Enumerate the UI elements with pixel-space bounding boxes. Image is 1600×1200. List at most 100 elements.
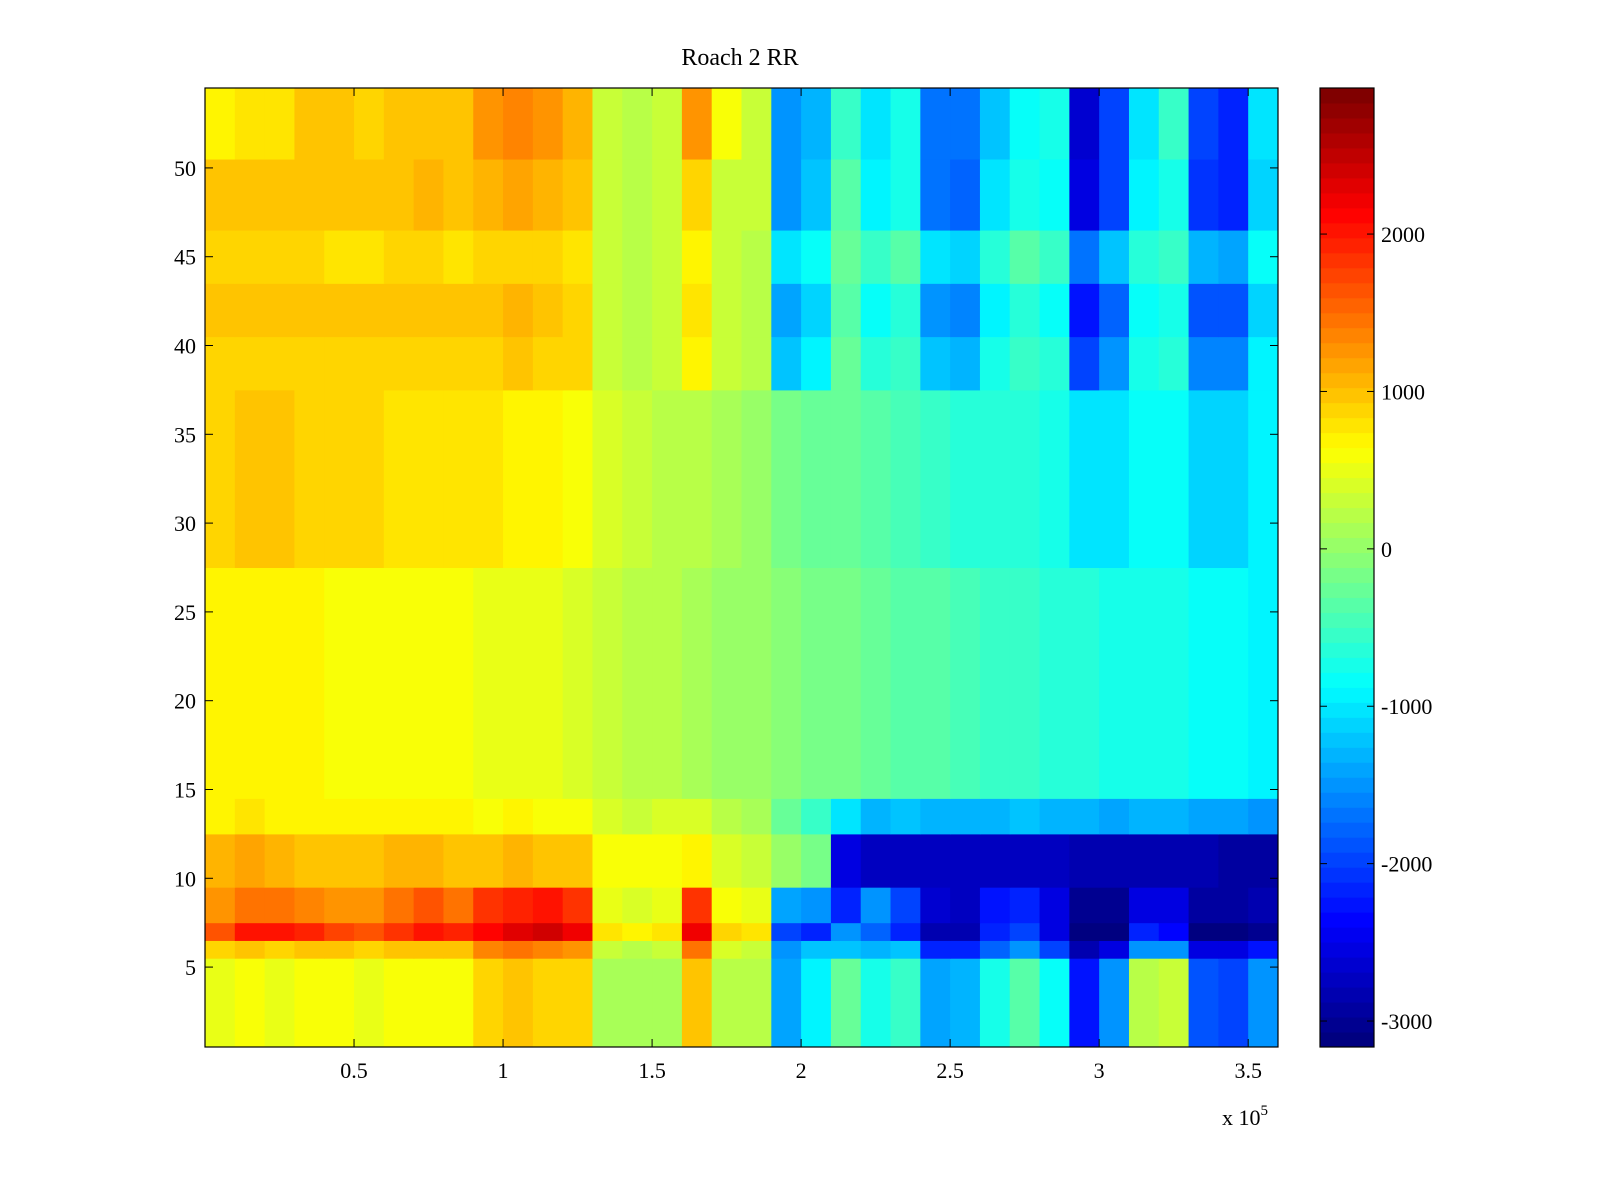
heatmap-cell — [443, 389, 474, 568]
heatmap-cell — [592, 283, 623, 338]
heatmap-cell — [860, 958, 892, 1048]
chart-title: Roach 2 RR — [681, 45, 798, 71]
heatmap-cell — [473, 887, 504, 924]
heatmap-cell — [532, 567, 564, 799]
heatmap-cell — [354, 336, 385, 391]
heatmap-cell — [324, 798, 355, 835]
heatmap-cell — [234, 833, 266, 888]
heatmap-cell — [473, 336, 504, 391]
heatmap-cell — [890, 922, 921, 941]
heatmap-cell — [979, 283, 1011, 338]
colorbar-step — [1320, 597, 1374, 613]
heatmap-cell — [771, 940, 802, 959]
heatmap-cell — [503, 88, 534, 160]
heatmap-cell — [1158, 230, 1190, 284]
heatmap-cell — [443, 88, 474, 160]
heatmap-cell — [413, 159, 444, 231]
heatmap-cell — [473, 567, 504, 799]
colorbar-step — [1320, 762, 1374, 778]
heatmap-cell — [652, 922, 683, 941]
heatmap-cell — [383, 283, 415, 338]
heatmap-cell — [622, 230, 653, 284]
heatmap-cell — [592, 940, 623, 959]
colorbar-step — [1320, 657, 1374, 673]
heatmap-cell — [1099, 88, 1130, 160]
colorbar-step — [1320, 567, 1374, 583]
colorbar-step — [1320, 1017, 1374, 1033]
heatmap-cell — [1069, 958, 1100, 1048]
colorbar-step — [1320, 312, 1374, 329]
heatmap-cell — [413, 798, 444, 835]
heatmap-cell — [1039, 798, 1070, 835]
heatmap-cell — [234, 940, 266, 959]
heatmap-cell — [234, 230, 266, 284]
heatmap-cell — [264, 887, 295, 924]
heatmap-cell — [681, 833, 713, 888]
heatmap-cell — [1099, 958, 1130, 1048]
heatmap-cell — [681, 887, 713, 924]
heatmap-cell — [324, 958, 355, 1048]
heatmap-cell — [652, 567, 683, 799]
colorbar-tick-label: 1000 — [1381, 379, 1425, 404]
heatmap-cell — [592, 159, 623, 231]
colorbar-step — [1320, 357, 1374, 374]
heatmap-cell — [741, 230, 772, 284]
heatmap-cell — [562, 88, 593, 160]
heatmap-cell — [1248, 283, 1279, 338]
heatmap-cell — [711, 336, 742, 391]
colorbar-step — [1320, 882, 1374, 898]
colorbar-step — [1320, 612, 1374, 628]
y-tick-label: 5 — [185, 955, 196, 980]
heatmap-cell — [1039, 159, 1070, 231]
heatmap-cell — [503, 230, 534, 284]
heatmap-cell — [741, 88, 772, 160]
heatmap-cell — [443, 833, 474, 888]
heatmap-cell — [711, 389, 742, 568]
heatmap-cell — [473, 230, 504, 284]
heatmap-cell — [294, 833, 325, 888]
colorbar-step — [1320, 327, 1374, 344]
heatmap-cell — [1128, 88, 1160, 160]
heatmap-cell — [1069, 567, 1100, 799]
heatmap-cell — [1128, 798, 1160, 835]
heatmap-cell — [950, 389, 981, 568]
heatmap-cell — [920, 283, 951, 338]
heatmap-cell — [830, 798, 862, 835]
heatmap-cell — [1188, 887, 1219, 924]
heatmap-cell — [950, 798, 981, 835]
heatmap-cell — [562, 283, 593, 338]
heatmap-cell — [413, 887, 444, 924]
heatmap-cell — [771, 88, 802, 160]
colorbar-step — [1320, 777, 1374, 793]
heatmap-cell — [1188, 159, 1219, 231]
colorbar — [1320, 88, 1374, 1048]
colorbar-step — [1320, 492, 1374, 509]
heatmap-cell — [652, 230, 683, 284]
colorbar-step — [1320, 1032, 1374, 1048]
heatmap-cell — [1158, 887, 1190, 924]
heatmap-cell — [950, 336, 981, 391]
heatmap-cell — [1128, 922, 1160, 941]
heatmap-cell — [503, 833, 534, 888]
heatmap-cell — [652, 798, 683, 835]
heatmap-cell — [562, 567, 593, 799]
heatmap-cell — [562, 230, 593, 284]
heatmap-cell — [771, 159, 802, 231]
heatmap-cell — [532, 88, 564, 160]
heatmap-cell — [562, 833, 593, 888]
heatmap-cell — [1099, 922, 1130, 941]
heatmap-cell — [1099, 336, 1130, 391]
heatmap-cell — [1069, 389, 1100, 568]
heatmap-cell — [771, 887, 802, 924]
heatmap-cell — [771, 389, 802, 568]
heatmap-cell — [741, 283, 772, 338]
colorbar-step — [1320, 702, 1374, 718]
colorbar-step — [1320, 417, 1374, 434]
heatmap-cell — [652, 958, 683, 1048]
heatmap-cell — [294, 567, 325, 799]
heatmap-cell — [1248, 887, 1279, 924]
heatmap-cell — [592, 336, 623, 391]
heatmap-cell — [1248, 567, 1279, 799]
heatmap-cell — [830, 230, 862, 284]
heatmap-cell — [532, 958, 564, 1048]
